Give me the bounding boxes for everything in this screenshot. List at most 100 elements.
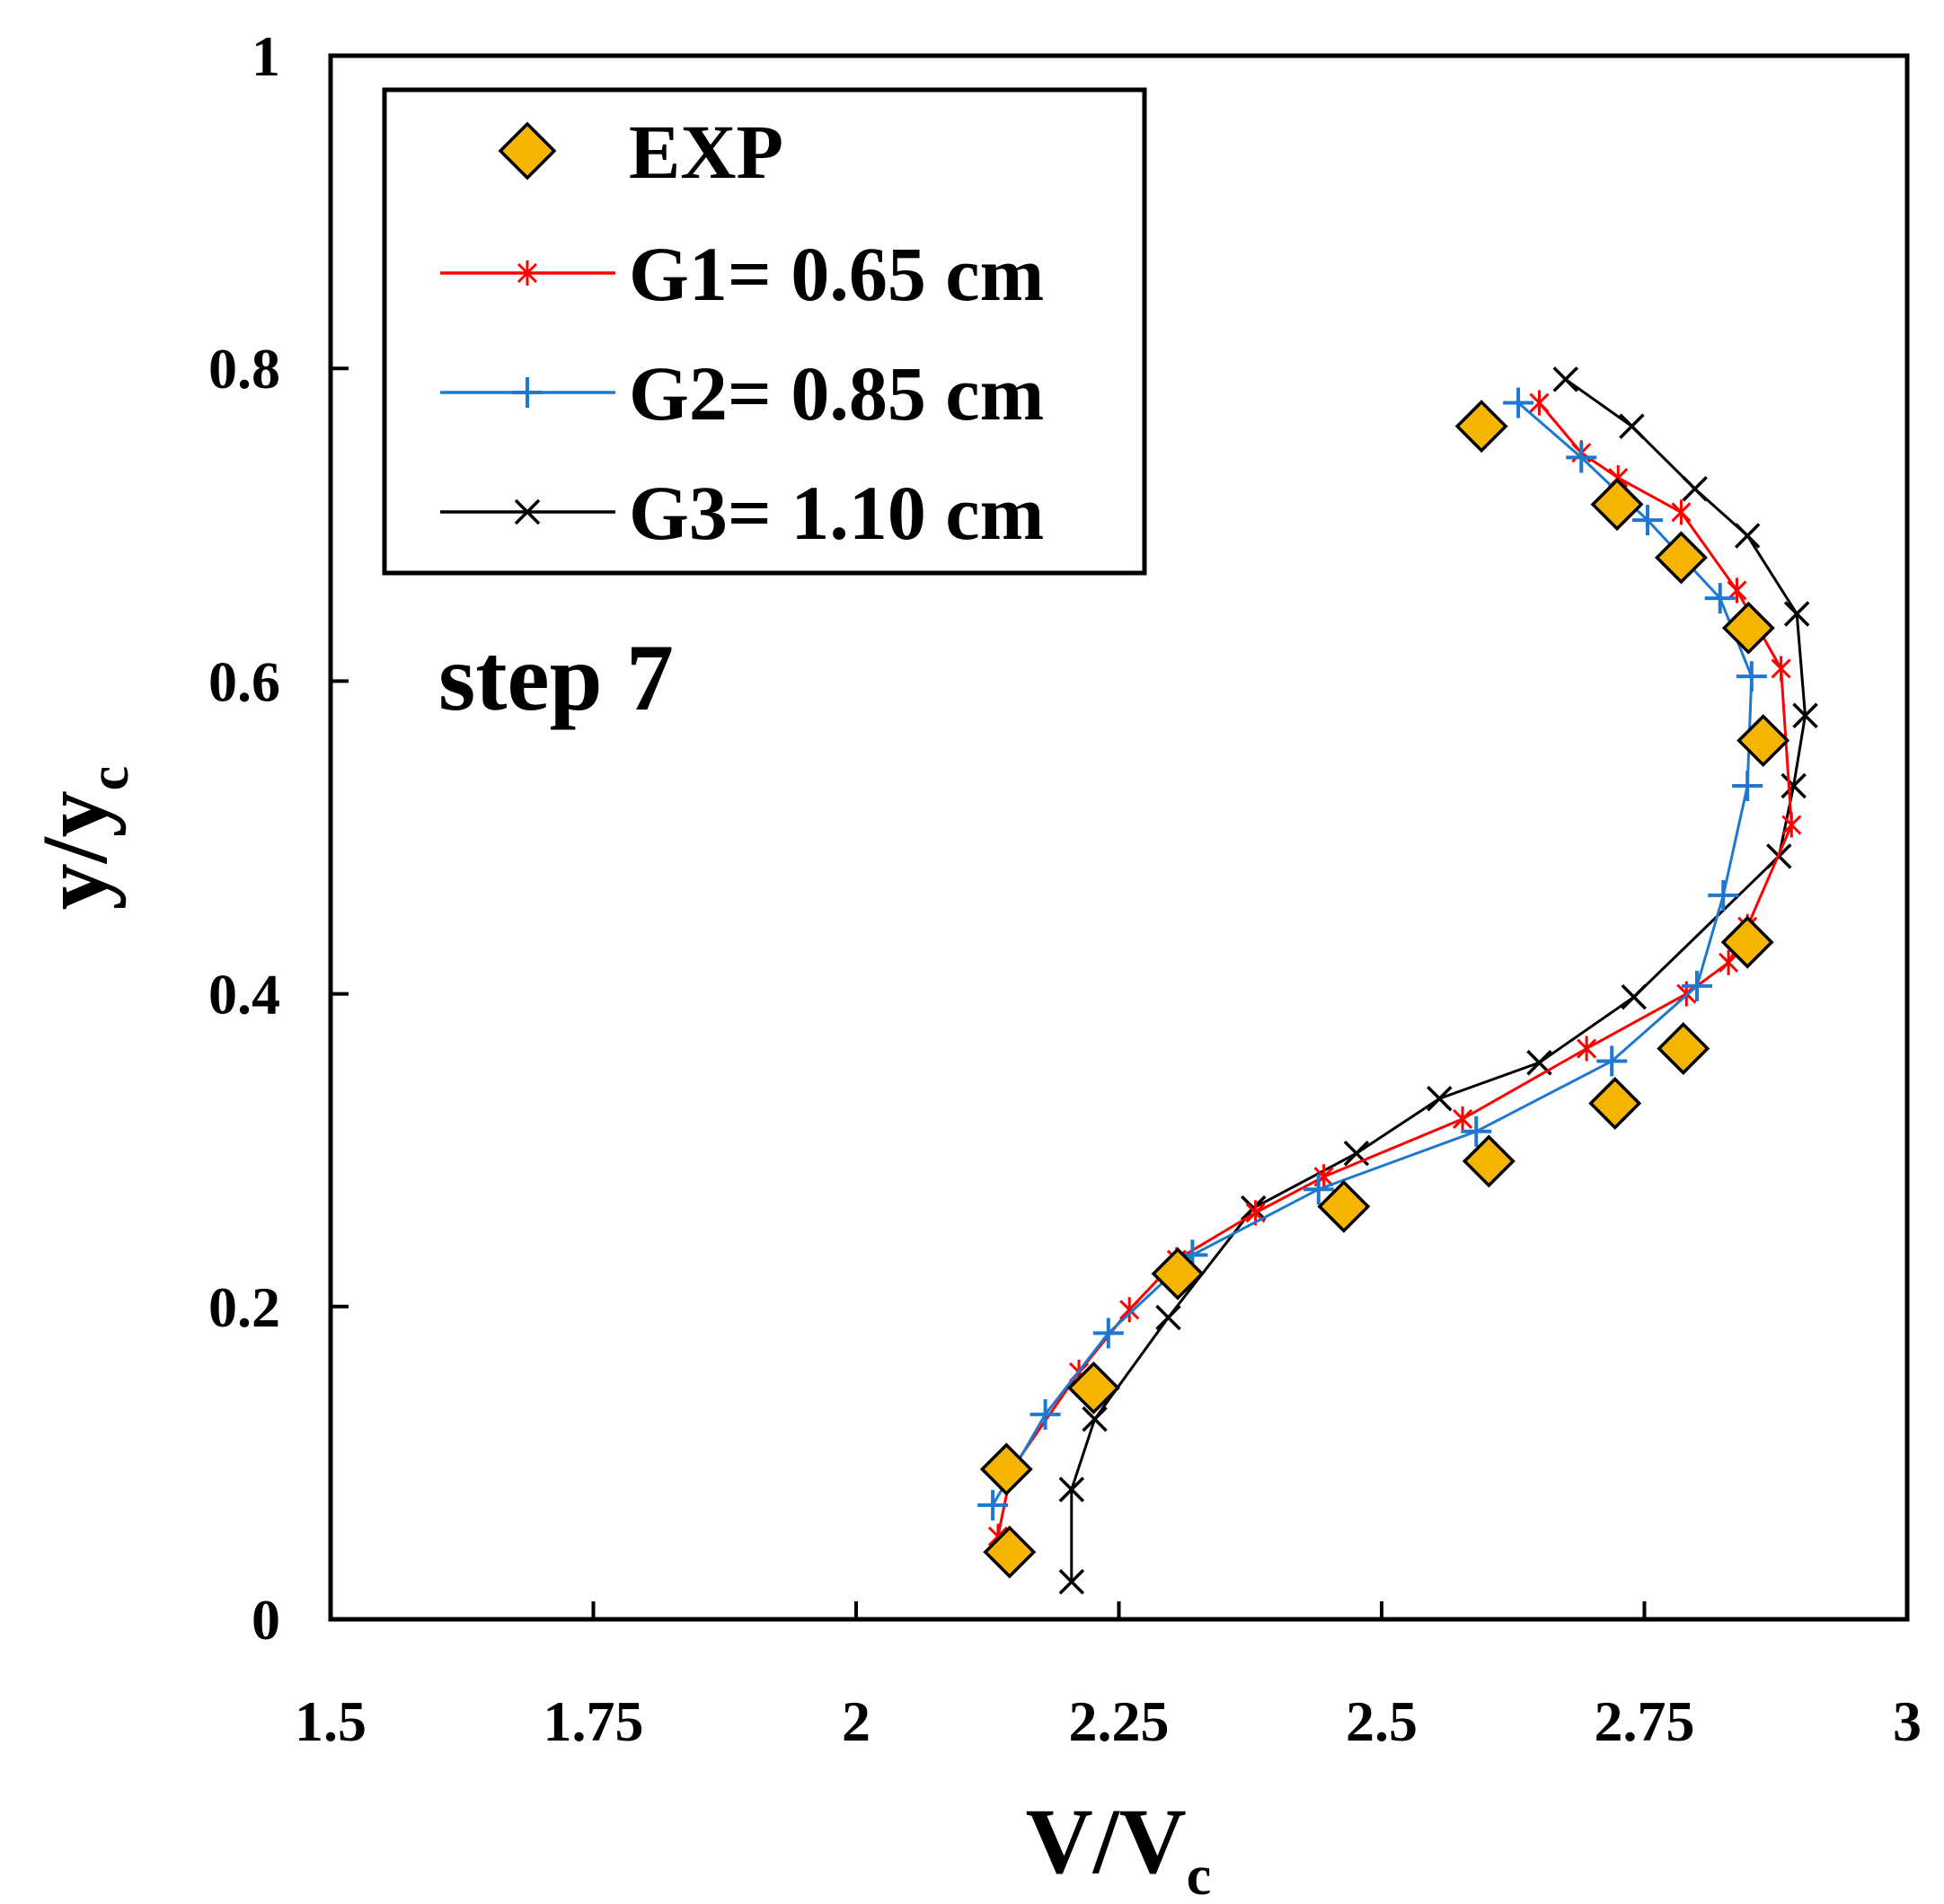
- marker-stroke: [1552, 366, 1578, 392]
- legend-marker: [517, 260, 538, 286]
- marker-stroke: [517, 262, 538, 284]
- x-tick-label: 2.25: [1069, 1689, 1170, 1753]
- data-point: [983, 1525, 1037, 1579]
- legend: EXP G1= 0.65 cm G2= 0.85 cm G3= 1.10 cm: [382, 87, 1147, 576]
- data-point: [1783, 601, 1810, 627]
- legend-marker: [514, 498, 541, 525]
- x-tick-label: 2.75: [1595, 1689, 1695, 1753]
- data-point: [1619, 413, 1645, 439]
- marker-stroke: [1427, 1086, 1453, 1112]
- legend-marker: [498, 121, 557, 181]
- data-point: [1792, 702, 1818, 728]
- data-point: [1590, 478, 1644, 532]
- data-point: [1781, 772, 1807, 799]
- legend-label: G3= 1.10 cm: [629, 470, 1044, 556]
- marker-stroke: [1119, 1300, 1140, 1320]
- y-axis-title-sub: c: [79, 766, 140, 791]
- marker-shape: [1454, 400, 1508, 454]
- marker-stroke: [987, 1526, 1009, 1547]
- data-point: [1708, 879, 1739, 911]
- marker-shape: [1066, 1361, 1120, 1415]
- y-axis-title-main: y/y: [23, 790, 127, 910]
- data-point: [1671, 499, 1692, 525]
- legend-entry: G3= 1.10 cm: [440, 470, 1044, 556]
- data-point: [1682, 476, 1708, 502]
- marker-shape: [979, 1442, 1033, 1496]
- data-point: [1058, 1568, 1085, 1595]
- legend-label: EXP: [629, 109, 783, 195]
- marker-stroke: [1453, 1108, 1473, 1129]
- plot-marks: [977, 366, 1818, 1595]
- data-point: [1241, 1194, 1267, 1221]
- legend-entry: G1= 0.65 cm: [440, 231, 1044, 317]
- marker-shape: [1151, 1247, 1205, 1300]
- data-point: [1552, 366, 1578, 392]
- y-tick-label: 0.6: [208, 649, 280, 713]
- series-exp: [979, 400, 1790, 1579]
- data-point: [1082, 1406, 1108, 1432]
- x-tick-label: 1.5: [295, 1689, 367, 1753]
- marker-stroke: [1783, 601, 1810, 627]
- y-tick-label: 1: [252, 24, 280, 88]
- marker-shape: [1720, 915, 1774, 969]
- marker-stroke: [1245, 1203, 1266, 1223]
- x-axis-title-main: V/V: [1026, 1790, 1187, 1893]
- data-point: [1317, 1179, 1371, 1233]
- data-point: [1721, 601, 1775, 655]
- data-point: [977, 1489, 1009, 1521]
- data-point: [1029, 1398, 1061, 1430]
- marker-stroke: [1526, 1049, 1552, 1076]
- data-point: [1657, 1022, 1710, 1076]
- marker-shape: [983, 1525, 1037, 1579]
- marker-stroke: [1343, 1140, 1370, 1167]
- marker-shape: [1721, 601, 1775, 655]
- data-point: [1529, 390, 1550, 416]
- data-point: [1058, 1476, 1085, 1503]
- data-point: [1454, 400, 1508, 454]
- marker-shape: [498, 121, 557, 181]
- data-point: [1632, 505, 1664, 536]
- x-tick-label: 3: [1893, 1689, 1922, 1753]
- data-point: [1734, 523, 1761, 549]
- marker-stroke: [1619, 413, 1645, 439]
- data-point: [1303, 1174, 1334, 1205]
- marker-stroke: [1719, 952, 1739, 973]
- marker-stroke: [514, 498, 541, 525]
- data-point: [1704, 583, 1736, 614]
- y-axis-title: y/yc: [23, 766, 140, 910]
- data-point: [1092, 1318, 1124, 1349]
- x-axis-title-sub: c: [1187, 1846, 1212, 1904]
- marker-stroke: [1671, 502, 1692, 523]
- data-point: [1719, 949, 1739, 975]
- y-tick-label: 0.8: [208, 337, 280, 401]
- marker-shape: [1590, 478, 1644, 532]
- data-point: [1771, 656, 1791, 682]
- data-point: [1727, 577, 1747, 604]
- data-point: [1736, 661, 1767, 692]
- data-point: [1577, 1036, 1597, 1062]
- marker-stroke: [1734, 523, 1761, 549]
- data-point: [979, 1442, 1033, 1496]
- y-tick-label: 0.2: [208, 1275, 280, 1339]
- data-point: [1781, 812, 1802, 838]
- data-point: [1682, 970, 1712, 1001]
- marker-stroke: [1771, 658, 1791, 679]
- legend-entry: EXP: [498, 109, 783, 195]
- data-point: [1427, 1086, 1453, 1112]
- marker-stroke: [1058, 1568, 1085, 1595]
- legend-marker: [512, 377, 543, 408]
- marker-stroke: [1082, 1406, 1108, 1432]
- x-tick-label: 1.75: [543, 1689, 644, 1753]
- data-point: [1461, 1115, 1492, 1147]
- marker-stroke: [1727, 580, 1747, 601]
- data-point: [1566, 442, 1597, 473]
- data-point: [1155, 1304, 1181, 1331]
- x-tick-label: 2: [842, 1689, 870, 1753]
- marker-stroke: [1781, 772, 1807, 799]
- marker-stroke: [1058, 1476, 1085, 1503]
- data-point: [1151, 1247, 1205, 1300]
- x-axis-title: V/Vc: [1026, 1790, 1212, 1904]
- marker-stroke: [1577, 1038, 1597, 1059]
- data-point: [1588, 1076, 1642, 1130]
